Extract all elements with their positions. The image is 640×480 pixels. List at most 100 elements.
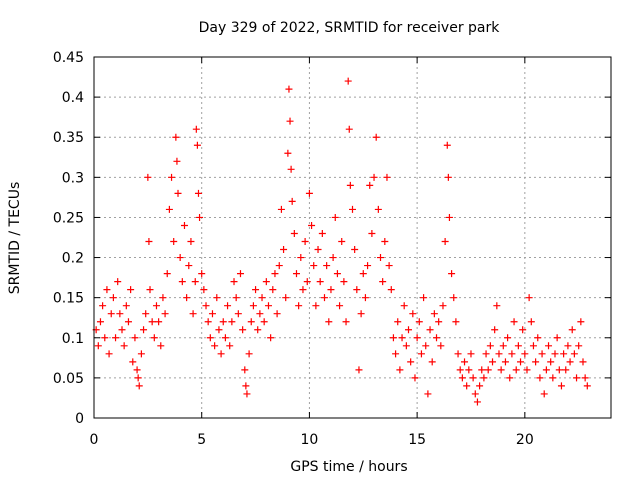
data-point xyxy=(566,358,574,366)
data-point xyxy=(433,334,441,342)
data-point xyxy=(94,342,102,350)
data-point xyxy=(215,326,223,334)
data-point xyxy=(277,205,285,213)
data-point xyxy=(534,334,542,342)
data-point xyxy=(129,358,137,366)
data-point xyxy=(131,334,139,342)
data-point xyxy=(387,286,395,294)
data-point xyxy=(124,318,132,326)
data-point xyxy=(392,350,400,358)
data-point xyxy=(379,278,387,286)
data-point xyxy=(331,213,339,221)
data-point xyxy=(562,366,570,374)
data-point xyxy=(420,294,428,302)
data-point xyxy=(116,310,124,318)
data-point xyxy=(155,318,163,326)
data-point xyxy=(536,374,544,382)
x-tick-label: 5 xyxy=(197,432,206,448)
y-tick-label: 0.1 xyxy=(62,331,84,347)
data-point xyxy=(473,398,481,406)
data-point xyxy=(109,294,117,302)
data-point xyxy=(437,342,445,350)
data-point xyxy=(178,278,186,286)
data-point xyxy=(517,358,525,366)
data-point xyxy=(290,229,298,237)
data-point xyxy=(260,318,268,326)
data-point xyxy=(241,366,249,374)
data-point xyxy=(245,350,253,358)
y-tick-label: 0.25 xyxy=(53,210,84,226)
data-point xyxy=(568,326,576,334)
data-point xyxy=(557,382,565,390)
data-point xyxy=(480,374,488,382)
data-point xyxy=(493,302,501,310)
data-point xyxy=(521,350,529,358)
data-point xyxy=(478,366,486,374)
data-point xyxy=(239,326,247,334)
data-point xyxy=(402,342,410,350)
data-point xyxy=(249,302,257,310)
data-point xyxy=(96,318,104,326)
data-point xyxy=(450,294,458,302)
data-points xyxy=(92,77,591,406)
data-point xyxy=(140,326,148,334)
data-point xyxy=(308,221,316,229)
data-point xyxy=(310,262,318,270)
data-point xyxy=(532,358,540,366)
data-point xyxy=(142,310,150,318)
data-point xyxy=(112,334,120,342)
data-point xyxy=(575,342,583,350)
data-point xyxy=(424,390,432,398)
data-point xyxy=(400,302,408,310)
y-tick-label: 0.05 xyxy=(53,371,84,387)
data-point xyxy=(134,374,142,382)
tick-labels: 0 5 10 15 20 0 0.05 0.1 0.15 0.2 0.25 0.3 0.35 0.4 0.4… xyxy=(53,50,534,448)
data-point xyxy=(417,350,425,358)
data-point xyxy=(564,342,572,350)
data-point xyxy=(305,189,313,197)
data-point xyxy=(316,278,324,286)
data-point xyxy=(189,310,197,318)
data-point xyxy=(230,278,238,286)
data-point xyxy=(579,358,587,366)
data-point xyxy=(409,310,417,318)
data-point xyxy=(146,286,154,294)
data-point xyxy=(506,374,514,382)
data-point xyxy=(385,262,393,270)
data-point xyxy=(461,358,469,366)
data-point xyxy=(336,302,344,310)
data-point xyxy=(497,366,505,374)
data-point xyxy=(394,318,402,326)
data-point xyxy=(441,238,449,246)
data-point xyxy=(180,221,188,229)
data-point xyxy=(303,278,311,286)
data-point xyxy=(211,342,219,350)
data-point xyxy=(463,382,471,390)
data-point xyxy=(514,342,522,350)
data-point xyxy=(292,270,300,278)
data-point xyxy=(577,318,585,326)
data-point xyxy=(570,350,578,358)
data-point xyxy=(226,342,234,350)
data-point xyxy=(495,350,503,358)
data-point xyxy=(413,334,421,342)
data-point xyxy=(510,318,518,326)
data-point xyxy=(318,229,326,237)
data-point xyxy=(150,334,158,342)
data-point xyxy=(344,77,352,85)
data-point xyxy=(426,326,434,334)
data-point xyxy=(107,310,115,318)
data-point xyxy=(465,366,473,374)
data-point xyxy=(545,342,553,350)
data-point xyxy=(284,149,292,157)
y-tick-label: 0.2 xyxy=(62,251,84,267)
data-point xyxy=(254,326,262,334)
data-point xyxy=(523,366,531,374)
y-tick-label: 0 xyxy=(75,411,84,427)
data-point xyxy=(407,358,415,366)
data-point xyxy=(256,310,264,318)
data-point xyxy=(196,213,204,221)
x-tick-label: 0 xyxy=(90,432,99,448)
data-point xyxy=(338,238,346,246)
data-point xyxy=(361,294,369,302)
